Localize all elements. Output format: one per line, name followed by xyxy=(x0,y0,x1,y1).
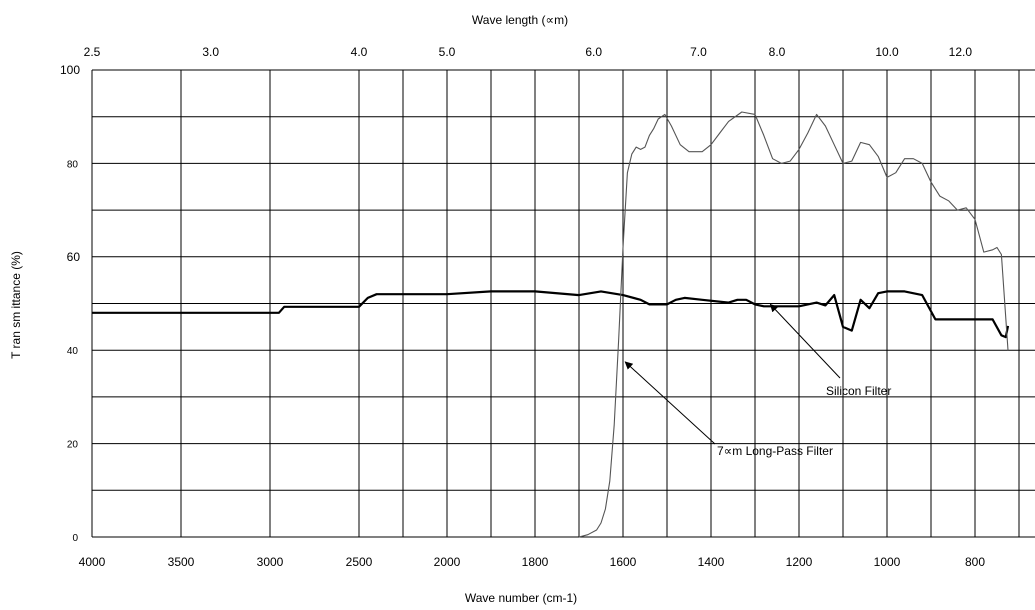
x-bottom-tick-label: 2000 xyxy=(434,555,461,569)
x-bottom-tick-label: 4000 xyxy=(79,555,106,569)
vertical-gridlines xyxy=(180,70,1020,537)
x-top-tick-label: 3.0 xyxy=(202,45,219,59)
x-bottom-tick-label: 1600 xyxy=(610,555,637,569)
x-top-axis-title: Wave length (∝m) xyxy=(472,13,568,27)
x-bottom-tick-label: 2500 xyxy=(346,555,373,569)
x-bottom-tick-label: 800 xyxy=(965,555,985,569)
y-tick-label: 20 xyxy=(67,440,79,451)
x-bottom-tick-label: 1400 xyxy=(698,555,725,569)
silicon-filter-arrow xyxy=(769,303,841,379)
x-top-tick-label: 7.0 xyxy=(690,45,707,59)
y-tick-labels: 0 20 40 60 80 100 xyxy=(60,63,80,544)
long-pass-filter-line xyxy=(578,111,1009,538)
x-top-tick-label: 4.0 xyxy=(351,45,368,59)
x-top-tick-label: 12.0 xyxy=(949,45,973,59)
x-bottom-tick-label: 3000 xyxy=(257,555,284,569)
x-bottom-tick-label: 3500 xyxy=(168,555,195,569)
series-layer xyxy=(92,111,1010,538)
long-pass-filter-label: 7∝m Long-Pass Filter xyxy=(717,444,833,458)
y-tick-label: 80 xyxy=(67,159,79,170)
x-top-tick-labels: 2.5 3.0 4.0 5.0 6.0 7.0 8.0 10.0 12.0 xyxy=(84,45,973,59)
y-tick-label: 40 xyxy=(67,346,79,357)
x-bottom-axis-title: Wave number (cm-1) xyxy=(465,591,577,605)
y-axis-title: T ran sm ittance (%) xyxy=(9,251,23,359)
silicon-filter-label: Silicon Filter xyxy=(826,384,891,398)
long-pass-filter-arrow xyxy=(624,361,716,445)
annotations: Silicon Filter 7∝m Long-Pass Filter xyxy=(624,303,891,458)
x-top-tick-label: 8.0 xyxy=(769,45,786,59)
x-top-tick-label: 6.0 xyxy=(585,45,602,59)
x-bottom-tick-label: 1200 xyxy=(786,555,813,569)
horizontal-gridlines xyxy=(92,116,1035,491)
x-top-tick-label: 2.5 xyxy=(84,45,101,59)
x-top-tick-label: 10.0 xyxy=(875,45,899,59)
x-bottom-tick-label: 1800 xyxy=(522,555,549,569)
y-tick-label: 100 xyxy=(60,63,80,77)
silicon-filter-line xyxy=(92,290,1010,339)
x-top-tick-label: 5.0 xyxy=(439,45,456,59)
x-bottom-tick-labels: 4000 3500 3000 2500 2000 1800 1600 1400 1200 1000… xyxy=(79,555,986,569)
grid xyxy=(91,69,1035,538)
y-tick-label: 0 xyxy=(72,533,78,544)
y-tick-label: 60 xyxy=(67,250,81,264)
x-bottom-tick-label: 1000 xyxy=(874,555,901,569)
